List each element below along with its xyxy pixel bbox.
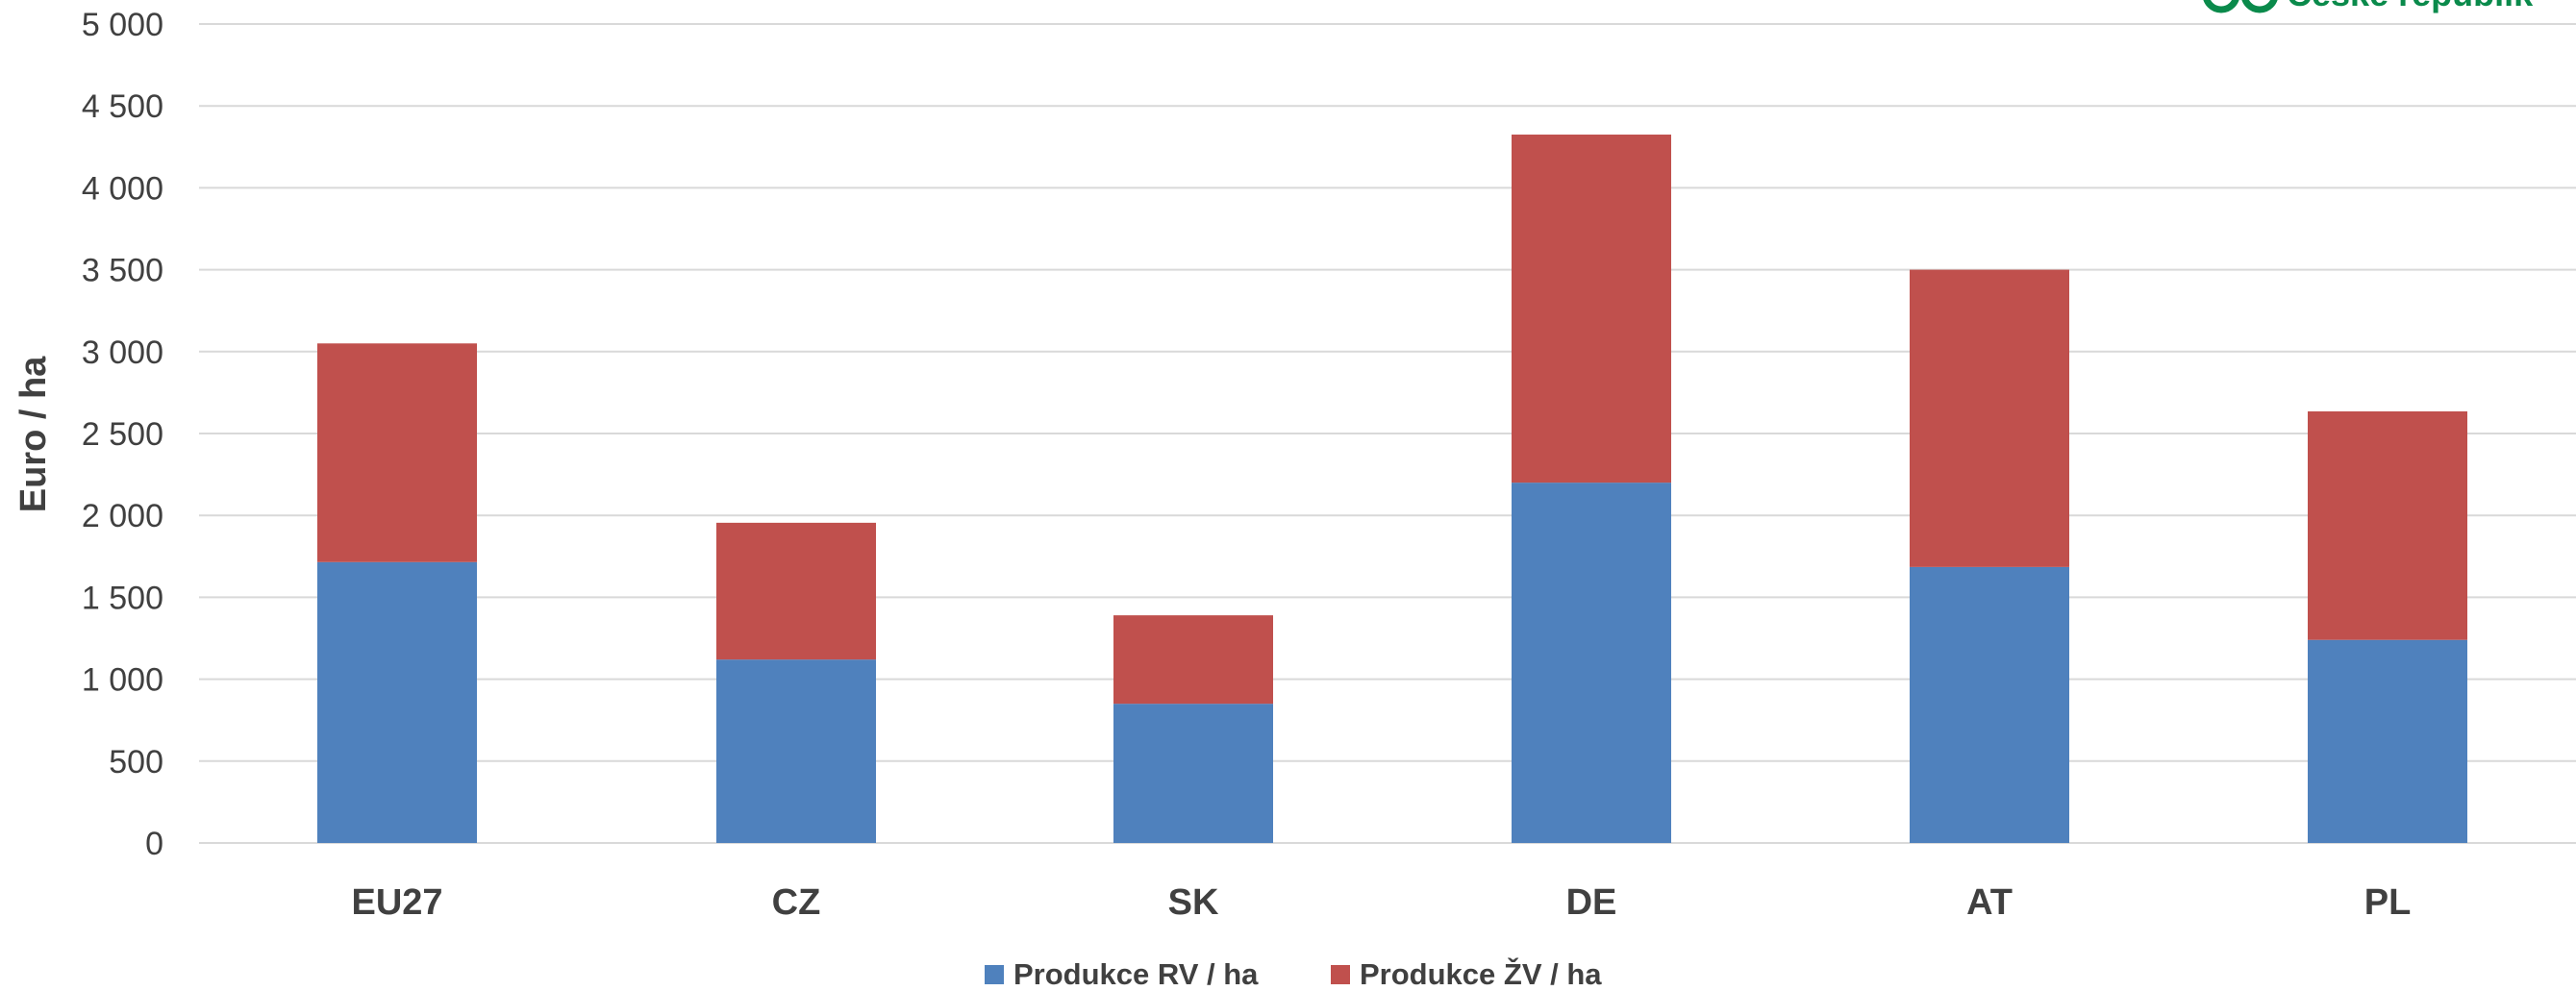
gridlines xyxy=(199,23,2576,844)
legend-swatch xyxy=(1331,965,1350,984)
y-tick-label: 2 500 xyxy=(82,416,163,453)
bar-segment-zv xyxy=(1512,135,1671,483)
legend-swatch xyxy=(985,965,1004,984)
y-axis-tick-labels: 0 500 1 000 1 500 2 000 2 500 3 000 3 500 4 000 4… xyxy=(82,7,163,862)
legend: Produkce RV / ha Produkce ŽV / ha xyxy=(985,956,1602,991)
y-tick-label: 2 000 xyxy=(82,498,163,534)
y-tick-label: 3 000 xyxy=(82,334,163,371)
bar-segment-zv xyxy=(317,343,477,562)
y-tick-label: 0 xyxy=(145,826,163,862)
y-tick-label: 3 500 xyxy=(82,253,163,289)
bar-segment-rv xyxy=(1512,483,1671,843)
bar-segment-rv xyxy=(1910,566,2069,843)
legend-label: Produkce ŽV / ha xyxy=(1360,956,1602,991)
logo-emblem-icon xyxy=(2203,0,2278,13)
x-axis-category-labels: EU27 CZ SK DE AT PL xyxy=(351,882,2411,923)
y-tick-label: 500 xyxy=(109,744,163,780)
legend-label: Produkce RV / ha xyxy=(1013,957,1259,991)
legend-item: Produkce RV / ha xyxy=(985,957,1259,991)
logo-text: České republik xyxy=(2287,0,2534,13)
x-category-label: SK xyxy=(1168,882,1219,923)
x-category-label: CZ xyxy=(772,882,821,923)
bar-segment-rv xyxy=(2308,639,2467,843)
bar-segment-rv xyxy=(716,659,876,843)
y-tick-label: 1 500 xyxy=(82,580,163,616)
x-category-label: AT xyxy=(1966,882,2013,923)
bar-segment-rv xyxy=(317,561,477,843)
bar-segment-zv xyxy=(1910,269,2069,567)
y-tick-label: 5 000 xyxy=(82,7,163,43)
bar-segment-zv xyxy=(2308,410,2467,640)
x-category-label: EU27 xyxy=(351,882,442,923)
y-tick-label: 1 000 xyxy=(82,662,163,699)
logo: České republik xyxy=(2203,0,2534,13)
bars xyxy=(317,135,2467,843)
legend-item: Produkce ŽV / ha xyxy=(1331,956,1602,991)
bar-segment-rv xyxy=(1113,704,1273,843)
x-category-label: PL xyxy=(2364,882,2412,923)
bar-segment-zv xyxy=(1113,615,1273,705)
bar-segment-zv xyxy=(716,522,876,660)
y-axis-title: Euro / ha xyxy=(13,356,54,512)
y-tick-label: 4 500 xyxy=(82,88,163,125)
x-category-label: DE xyxy=(1566,882,1617,923)
y-tick-label: 4 000 xyxy=(82,170,163,207)
